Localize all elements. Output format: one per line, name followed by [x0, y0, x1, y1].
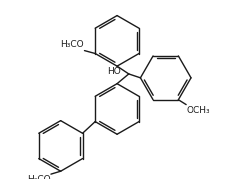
- Text: HO: HO: [107, 67, 121, 76]
- Text: H₃CO: H₃CO: [60, 40, 84, 49]
- Text: OCH₃: OCH₃: [186, 106, 210, 115]
- Text: H₃CO: H₃CO: [27, 175, 50, 179]
